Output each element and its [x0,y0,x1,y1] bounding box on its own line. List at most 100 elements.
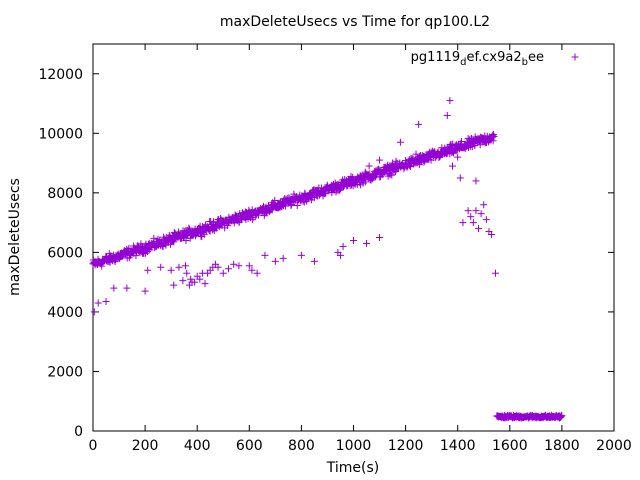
y-tick-label: 10000 [38,126,83,142]
data-point [448,162,456,170]
data-point [350,236,357,244]
data-point [268,206,276,214]
legend-plus-icon [571,53,579,61]
data-point [170,281,178,289]
data-point [443,111,451,119]
y-tick-label: 6000 [47,245,83,261]
data-point [310,257,318,265]
x-tick-label: 600 [236,438,263,454]
x-tick-label: 1000 [336,438,372,454]
data-point [167,266,175,274]
data-point [454,153,462,161]
data-point [154,235,162,243]
y-tick-label: 2000 [47,364,83,380]
data-point [197,232,205,240]
y-axis: 0 2000 4000 6000 8000 10000 12000 [38,67,614,440]
data-point [472,207,480,215]
data-point [201,280,209,288]
data-point [472,177,480,185]
data-point [183,269,191,277]
data-point [389,159,397,167]
data-point [464,207,472,215]
legend: pg1119def.cx9a2bee [411,50,579,68]
data-point [261,251,269,259]
data-point [376,234,384,241]
data-point [182,237,190,245]
legend-marker [571,53,579,61]
x-tick-label: 1800 [544,438,580,454]
data-point [187,275,195,283]
data-point [376,156,384,164]
data-point [181,262,189,270]
data-point [253,269,261,277]
data-point [457,137,465,145]
data-points [89,97,566,422]
x-tick-label: 400 [184,438,211,454]
legend-series-label: pg1119def.cx9a2bee [411,50,544,68]
data-point [488,231,496,239]
data-point [191,278,199,286]
data-point [200,230,208,238]
data-point [224,265,232,273]
data-point [175,263,183,271]
data-point [456,174,464,182]
x-axis-label: Time(s) [326,460,379,476]
data-point [248,266,256,274]
data-point [365,162,373,170]
data-point [415,120,423,128]
data-point [332,188,340,196]
x-tick-label: 1600 [492,438,528,454]
x-tick-label: 1400 [440,438,476,454]
data-point [491,269,499,277]
y-axis-label: maxDeleteUsecs [7,178,23,296]
data-point [144,266,152,274]
data-point [235,262,243,270]
data-point [490,132,498,140]
data-point [132,252,140,260]
data-point [489,137,497,145]
data-point [347,172,355,180]
x-tick-label: 1200 [388,438,424,454]
y-tick-label: 8000 [47,186,83,202]
data-point [467,213,475,221]
data-point [271,257,279,265]
data-point [102,298,110,306]
data-point [230,260,238,268]
data-point [179,277,187,285]
data-point [558,412,566,420]
data-point [469,219,477,227]
data-point [279,254,287,262]
data-point [245,262,253,270]
x-tick-label: 0 [89,438,98,454]
chart-title: maxDeleteUsecs vs Time for qp100.L2 [220,14,490,30]
x-tick-label: 200 [132,438,159,454]
data-point [94,299,102,307]
data-point [480,201,488,209]
data-point [141,287,149,295]
y-tick-label: 4000 [47,305,83,321]
x-tick-label: 2000 [596,438,632,454]
data-point [336,251,344,259]
data-point [482,216,490,224]
data-point [110,284,118,292]
data-point [459,219,467,227]
data-point [396,138,404,146]
y-tick-label: 12000 [38,67,83,83]
data-point [123,284,131,292]
x-axis: 0 200 400 600 800 1000 1200 1400 1600 1800 2000 [89,44,632,454]
data-point [446,97,454,105]
data-point [90,308,98,316]
data-point [214,263,222,271]
data-point [477,210,485,218]
data-point [362,178,370,186]
data-point [219,269,227,277]
x-tick-label: 800 [288,438,315,454]
data-point [196,275,204,283]
data-point [297,251,305,259]
data-point [412,150,420,158]
y-tick-label: 0 [74,424,83,440]
data-point [157,263,165,271]
data-point [363,239,371,247]
data-point [339,242,347,250]
